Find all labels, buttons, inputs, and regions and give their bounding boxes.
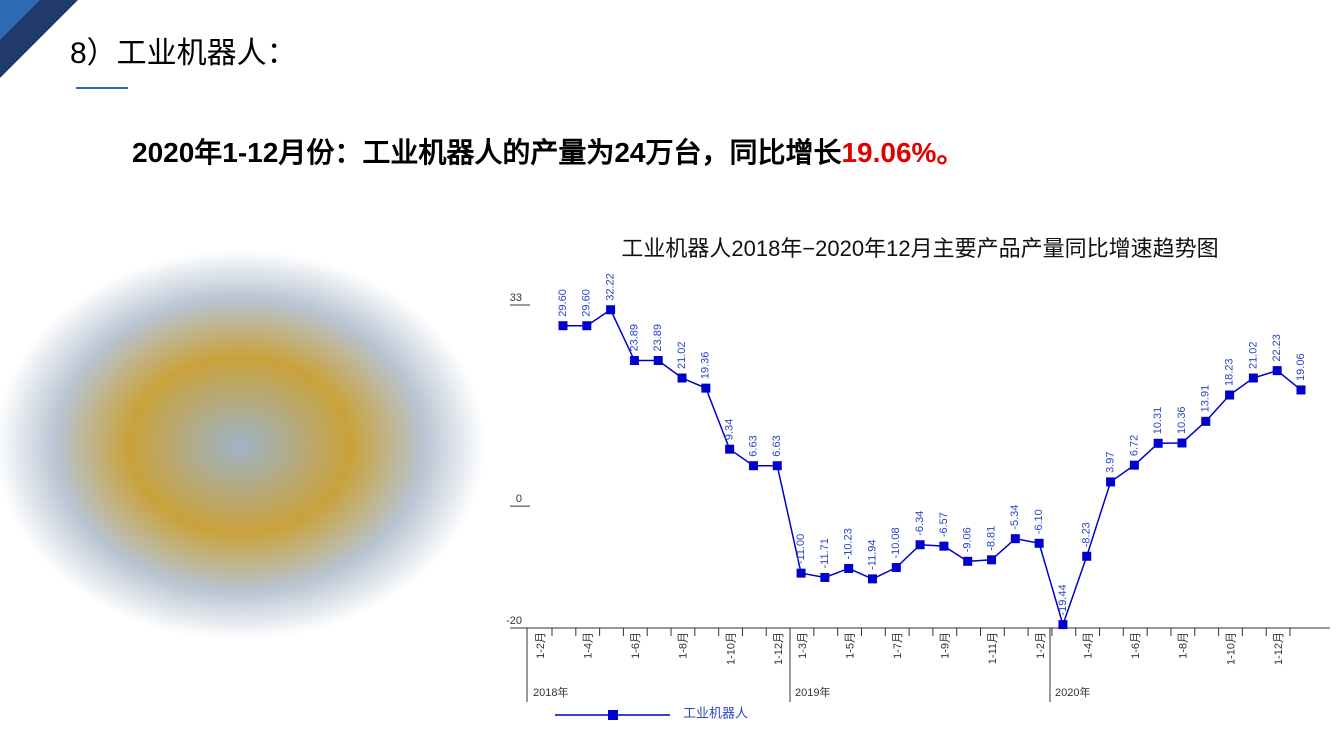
data-label: 29.60 <box>557 289 569 317</box>
data-label: 23.89 <box>628 324 640 352</box>
data-label: 10.31 <box>1152 407 1164 435</box>
data-point <box>772 461 782 471</box>
data-label: 19.36 <box>700 352 712 380</box>
x-group-label: 2020年 <box>1055 685 1090 699</box>
x-tick-label: 1-11月 <box>987 632 999 664</box>
data-label: -8.81 <box>985 526 997 551</box>
data-point <box>701 383 711 393</box>
data-label: -11.71 <box>819 538 831 568</box>
chart-title: 工业机器人2018年−2020年12月主要产品产量同比增速趋势图 <box>621 236 1218 261</box>
data-label: 22.23 <box>1271 334 1283 362</box>
data-point <box>725 444 735 454</box>
legend-marker <box>608 710 618 720</box>
data-point <box>1082 551 1092 561</box>
data-point <box>1225 390 1235 400</box>
data-point <box>820 572 830 582</box>
data-point <box>939 541 949 551</box>
corner-decoration <box>0 0 40 40</box>
headline: 2020年1-12月份：工业机器人的产量为24万台，同比增长19.06%。 <box>132 136 964 168</box>
headline-text: 2020年1-12月份：工业机器人的产量为24万台，同比增长 <box>132 136 841 168</box>
x-group-label: 2019年 <box>795 685 830 699</box>
data-label: 19.06 <box>1295 353 1307 381</box>
data-point <box>558 321 568 331</box>
data-point <box>915 540 925 550</box>
data-label: -5.34 <box>1009 505 1021 530</box>
data-point <box>844 563 854 573</box>
data-point <box>629 356 639 366</box>
robot-photo <box>0 250 485 640</box>
x-tick-label: 1-12月 <box>1273 632 1285 665</box>
y-tick-label: -20 <box>506 615 522 627</box>
data-point <box>582 321 592 331</box>
data-label: 21.02 <box>676 341 688 369</box>
x-tick-label: 1-2月 <box>535 632 547 659</box>
data-point <box>1201 416 1211 426</box>
data-label: 23.89 <box>652 324 664 352</box>
data-point <box>1272 366 1282 376</box>
data-point <box>963 556 973 566</box>
data-point <box>1106 477 1116 487</box>
data-label: -10.08 <box>890 527 902 558</box>
x-tick-label: 1-3月 <box>797 632 809 659</box>
data-label: 6.63 <box>747 435 759 456</box>
data-label: 3.97 <box>1104 451 1116 472</box>
x-tick-label: 1-12月 <box>773 632 785 665</box>
x-tick-label: 1-10月 <box>725 632 737 665</box>
data-point <box>867 574 877 584</box>
x-tick-label: 1-5月 <box>844 632 856 659</box>
data-label: -6.34 <box>914 511 926 536</box>
x-group-label: 2018年 <box>533 685 568 699</box>
data-point <box>1153 438 1163 448</box>
x-tick-label: 1-2月 <box>1035 632 1047 659</box>
data-point <box>1177 438 1187 448</box>
data-label: 18.23 <box>1223 358 1235 386</box>
data-point <box>653 356 663 366</box>
data-label: 6.63 <box>771 435 783 456</box>
data-label: -9.06 <box>962 527 974 552</box>
data-label: 9.34 <box>724 419 736 440</box>
data-label: 6.72 <box>1128 435 1140 456</box>
data-label: 32.22 <box>605 273 617 301</box>
data-label: -11.00 <box>795 534 807 564</box>
x-tick-label: 1-6月 <box>1130 632 1142 659</box>
data-point <box>1034 538 1044 548</box>
x-tick-label: 1-7月 <box>892 632 904 659</box>
data-label: 29.60 <box>581 289 593 317</box>
data-point <box>748 461 758 471</box>
data-label: -8.23 <box>1081 522 1093 547</box>
data-label: -11.94 <box>866 540 878 570</box>
data-point <box>796 568 806 578</box>
data-point <box>891 563 901 573</box>
data-point <box>1010 534 1020 544</box>
data-point <box>1248 373 1258 383</box>
data-point <box>1296 385 1306 395</box>
data-label: 21.02 <box>1247 341 1259 369</box>
data-label: -6.57 <box>938 512 950 537</box>
data-label: 10.36 <box>1176 406 1188 434</box>
x-tick-label: 1-4月 <box>583 632 595 659</box>
y-tick-label: 0 <box>516 493 522 505</box>
y-tick-label: 33 <box>510 292 522 304</box>
series-line <box>563 308 1302 628</box>
data-label: -19.44 <box>1057 584 1069 615</box>
headline-highlight: 19.06%。 <box>841 137 964 168</box>
legend-label: 工业机器人 <box>683 705 748 720</box>
data-point <box>677 373 687 383</box>
x-tick-label: 1-9月 <box>940 632 952 659</box>
data-point <box>1058 620 1068 630</box>
x-tick-label: 1-4月 <box>1082 632 1094 659</box>
x-tick-label: 1-8月 <box>1178 632 1190 659</box>
data-label: -6.10 <box>1033 509 1045 534</box>
x-tick-label: 1-6月 <box>630 632 642 659</box>
data-label: -10.23 <box>843 528 855 559</box>
data-point <box>1129 460 1139 470</box>
slide-title: 8）工业机器人： <box>70 37 297 70</box>
x-tick-label: 1-10月 <box>1225 632 1237 665</box>
x-tick-label: 1-8月 <box>678 632 690 659</box>
data-point <box>606 305 616 315</box>
data-point <box>987 555 997 565</box>
data-label: 13.91 <box>1200 385 1212 413</box>
